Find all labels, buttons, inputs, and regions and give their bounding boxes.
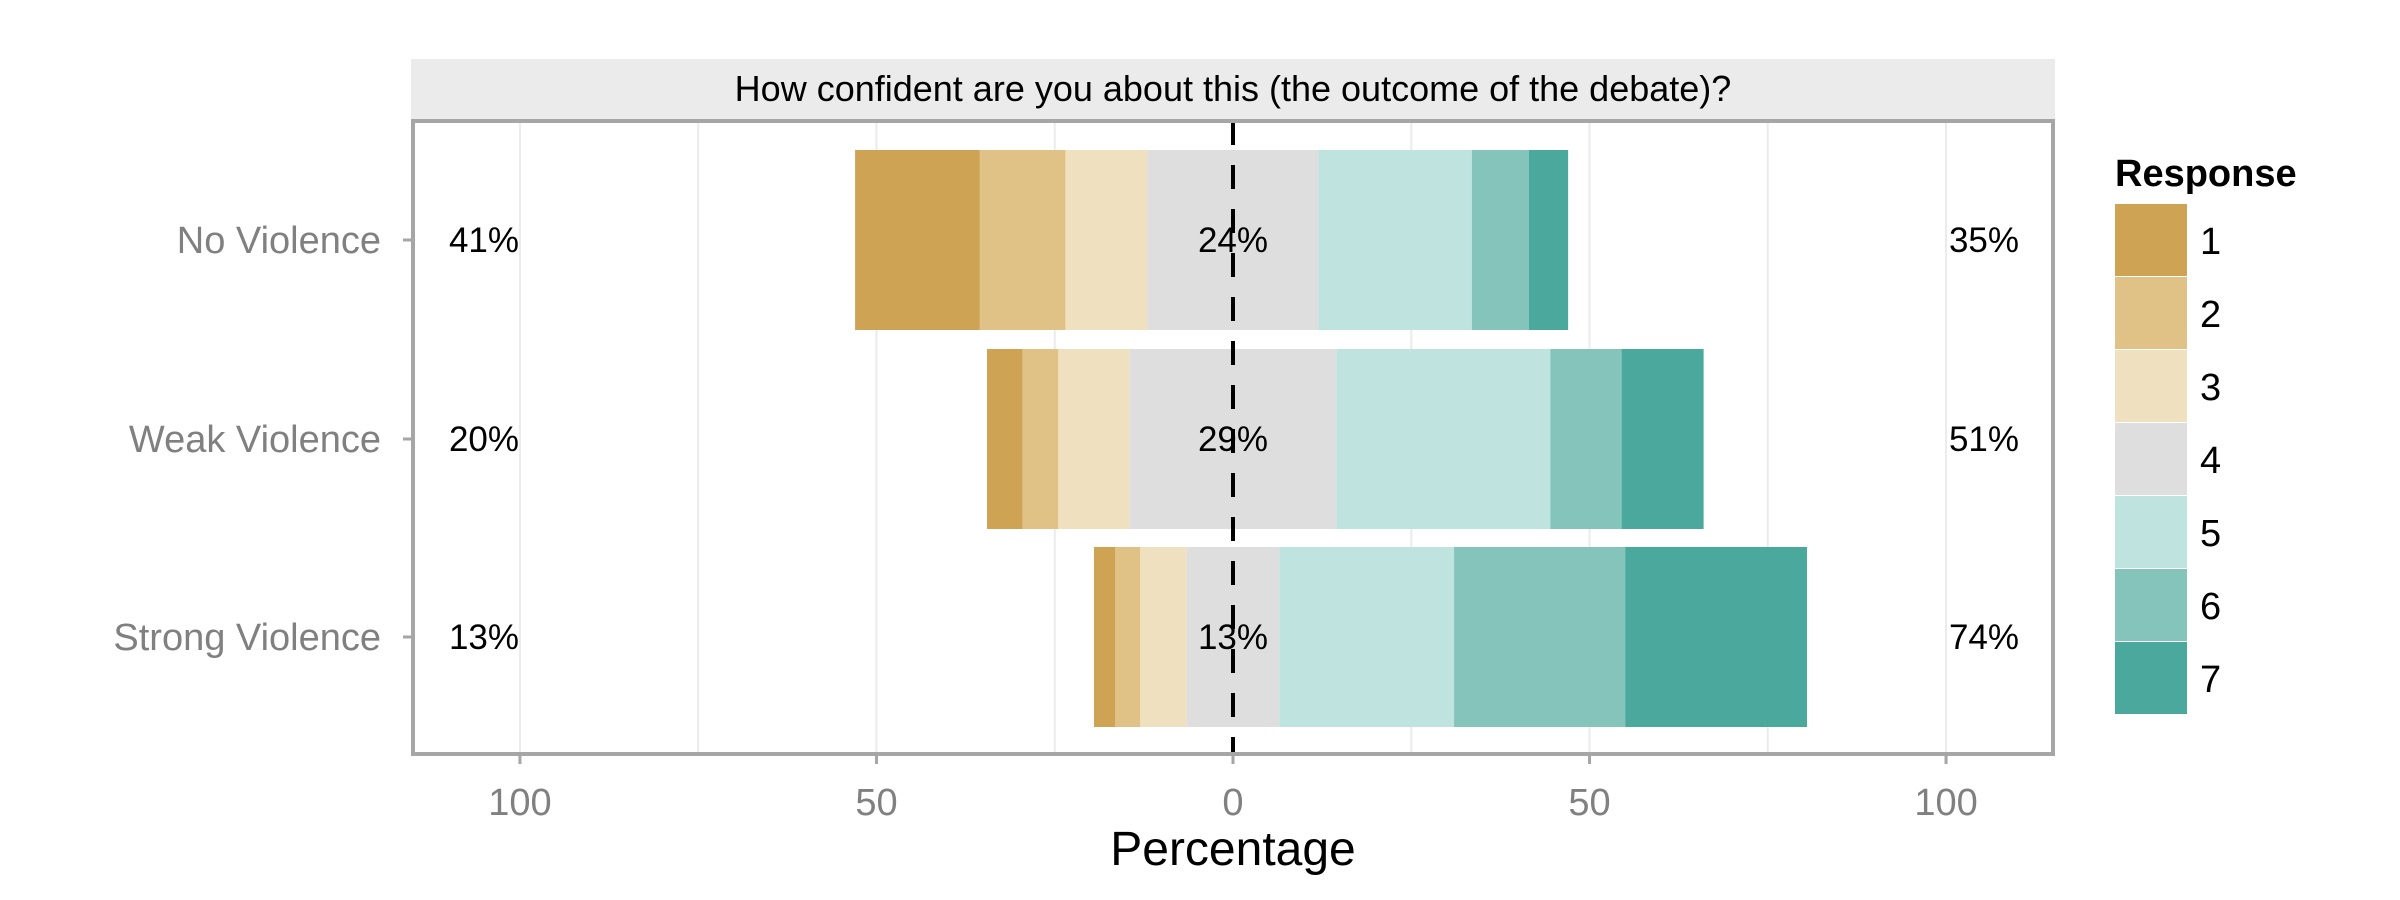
left-percent-label: 13% (449, 618, 519, 657)
bar-segment (1058, 349, 1130, 529)
bar-segment (1471, 150, 1529, 330)
bar-segment (1093, 547, 1116, 727)
legend-key (2115, 569, 2187, 641)
x-axis-title: Percentage (1110, 823, 1356, 876)
left-percent-label: 41% (449, 221, 519, 260)
legend-key (2115, 204, 2187, 276)
x-tick-label: 50 (1568, 782, 1610, 824)
center-percent-label: 24% (1198, 221, 1268, 260)
legend-label: 4 (2200, 440, 2221, 482)
panel-title: How confident are you about this (the ou… (735, 68, 1732, 109)
y-tick-label: Strong Violence (113, 617, 381, 659)
legend-key (2115, 496, 2187, 568)
center-percent-label: 29% (1198, 420, 1268, 459)
bar-segment (1279, 547, 1455, 727)
bar-segment (1065, 150, 1148, 330)
legend-key (2115, 642, 2187, 714)
legend-key (2115, 423, 2187, 495)
panel-strip (411, 59, 2055, 119)
bar-segment (1318, 150, 1472, 330)
y-tick-label: Weak Violence (129, 419, 381, 461)
center-percent-label: 13% (1198, 618, 1268, 657)
bar-segment (1115, 547, 1141, 727)
bar-segment (1621, 349, 1704, 529)
left-percent-label: 20% (449, 420, 519, 459)
bar-segment (979, 150, 1066, 330)
x-tick-label: 100 (488, 782, 551, 824)
bar-layer (855, 121, 1807, 754)
bar-segment (1336, 349, 1551, 529)
bar-segment (855, 150, 980, 330)
axis-layer: No Violence Weak Violence Strong Violence 1… (113, 220, 1977, 824)
x-tick-label: 0 (1222, 782, 1243, 824)
right-percent-label: 51% (1949, 420, 2019, 459)
legend-label: 7 (2200, 659, 2221, 701)
legend-label: 3 (2200, 367, 2221, 409)
bar-segment (1550, 349, 1622, 529)
bar-segment (1625, 547, 1807, 727)
x-tick-label: 50 (855, 782, 897, 824)
percent-label-layer: 41% 24% 35% 20% 29% 51% 13% 13% 74% (449, 221, 2019, 657)
legend-label: 6 (2200, 586, 2221, 628)
legend-label: 5 (2200, 513, 2221, 555)
legend-label: 1 (2200, 221, 2221, 263)
bar-segment (987, 349, 1023, 529)
bar-segment (1528, 150, 1569, 330)
legend-title: Response (2115, 153, 2297, 195)
legend-label: 2 (2200, 294, 2221, 336)
right-percent-label: 74% (1949, 618, 2019, 657)
legend-key (2115, 350, 2187, 422)
legend-key (2115, 277, 2187, 349)
bar-segment (1454, 547, 1626, 727)
y-tick-label: No Violence (177, 220, 381, 262)
bar-segment (1022, 349, 1059, 529)
legend: Response 1 2 3 4 5 6 7 (2115, 153, 2297, 714)
right-percent-label: 35% (1949, 221, 2019, 260)
bar-segment (1140, 547, 1187, 727)
x-tick-label: 100 (1914, 782, 1977, 824)
